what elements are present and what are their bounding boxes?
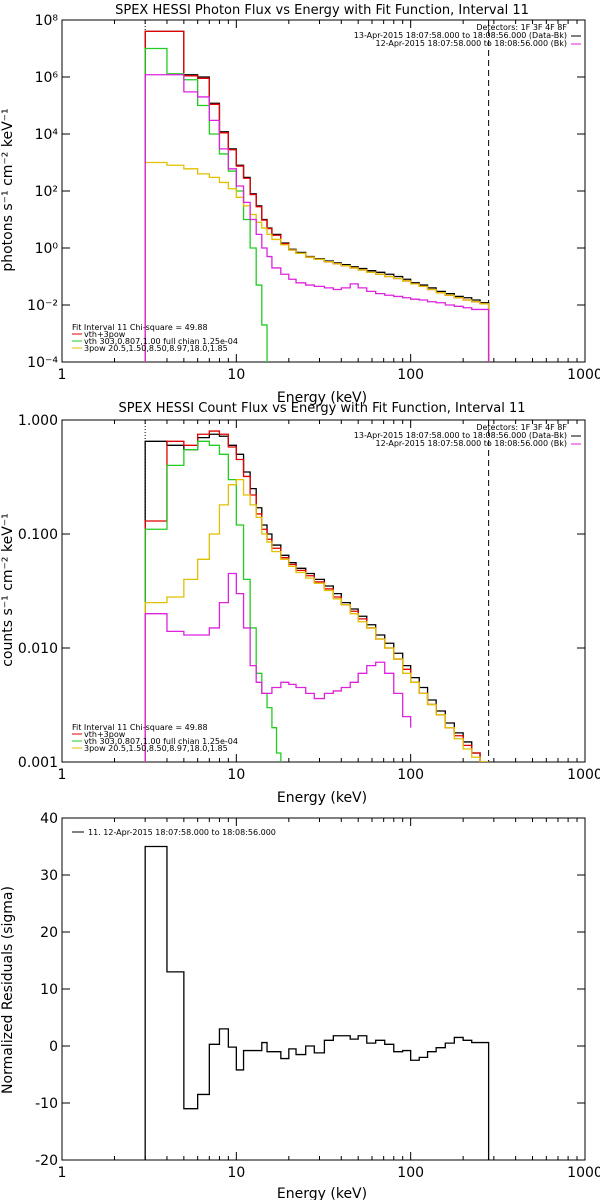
panel-photon-flux-xlabel: Energy (keV): [277, 390, 367, 406]
legend-topright-entry: 12-Apr-2015 18:07:58.000 to 18:08:56.000…: [375, 439, 567, 448]
x-tick-label: 1000: [567, 1165, 600, 1181]
x-tick-label: 1000: [567, 767, 600, 783]
plot-frame: [61, 419, 586, 763]
y-tick-label: 10⁴: [35, 127, 59, 143]
y-tick-label: 30: [40, 868, 58, 884]
series-yellow: [144, 161, 490, 362]
y-tick-label: 0.010: [18, 641, 58, 657]
legend-topright-entry: Detectors: 1F 3F 4F 8F: [476, 23, 567, 32]
series-black: [144, 30, 490, 362]
y-tick-label: 0: [49, 1039, 58, 1055]
panel-photon-flux: SPEX HESSI Photon Flux vs Energy with Fi…: [0, 3, 600, 406]
legend-bottomleft-entry: Fit Interval 11 Chi-square = 49.88: [72, 323, 208, 332]
legend-bottomleft-entry: vth 303,0.807,1.00 full chian 1.25e-04: [84, 337, 238, 346]
legend-bottomleft-entry: 3pow 20.5,1.50,8.50,8.97,18.0,1.85: [84, 344, 228, 353]
legend-bottomleft-entry: vth+3pow: [84, 330, 126, 339]
series-green: [144, 47, 268, 362]
panel-count-flux-title: SPEX HESSI Count Flux vs Energy with Fit…: [118, 401, 525, 416]
legend-topleft-entry: 11. 12-Apr-2015 18:07:58.000 to 18:08:56…: [88, 828, 276, 837]
series-red: [144, 430, 489, 762]
y-tick-label: 10⁸: [35, 13, 59, 29]
legend-topright-entry: 12-Apr-2015 18:07:58.000 to 18:08:56.000…: [375, 39, 567, 48]
plot-frame: [61, 817, 586, 1161]
series-magenta: [144, 572, 412, 762]
series-black: [144, 433, 489, 762]
y-tick-label: 0.100: [18, 527, 58, 543]
x-tick-label: 10: [227, 367, 245, 383]
legend-topright-entry: 13-Apr-2015 18:07:58.000 to 18:08:56.000…: [354, 31, 567, 40]
legend-bottomleft-entry: vth 303,0.807,1.00 full chian 1.25e-04: [84, 737, 238, 746]
legend-topright-entry: Detectors: 1F 3F 4F 8F: [476, 423, 567, 432]
x-tick-label: 1: [58, 367, 67, 383]
y-tick-label: 0.001: [18, 755, 58, 771]
y-tick-label: -10: [35, 1096, 58, 1112]
x-tick-label: 1: [58, 767, 67, 783]
panel-residuals: Energy (keV) Normalized Residuals (sigma…: [0, 811, 600, 1200]
y-tick-label: 10²: [35, 184, 58, 200]
y-tick-label: 40: [40, 811, 58, 827]
y-tick-label: 10⁰: [35, 241, 59, 257]
x-tick-label: 10: [227, 767, 245, 783]
y-tick-label: 10⁻⁴: [27, 355, 58, 371]
y-tick-label: 20: [40, 925, 58, 941]
legend-bottomleft-entry: Fit Interval 11 Chi-square = 49.88: [72, 723, 208, 732]
x-tick-label: 100: [397, 767, 424, 783]
y-tick-label: 10⁶: [35, 70, 59, 86]
x-tick-label: 100: [397, 367, 424, 383]
panel-count-flux-xlabel: Energy (keV): [277, 790, 367, 806]
series-red: [144, 30, 490, 362]
y-tick-label: 10: [40, 982, 58, 998]
panel-count-flux: SPEX HESSI Count Flux vs Energy with Fit…: [0, 401, 600, 806]
x-tick-label: 1000: [567, 367, 600, 383]
x-tick-label: 10: [227, 1165, 245, 1181]
legend-bottomleft-entry: 3pow 20.5,1.50,8.50,8.97,18.0,1.85: [84, 744, 228, 753]
panel-photon-flux-ylabel: photons s⁻¹ cm⁻² keV⁻¹: [0, 108, 16, 271]
x-tick-label: 100: [397, 1165, 424, 1181]
legend-topright-entry: 13-Apr-2015 18:07:58.000 to 18:08:56.000…: [354, 431, 567, 440]
panel-photon-flux-title: SPEX HESSI Photon Flux vs Energy with Fi…: [115, 3, 529, 18]
x-tick-label: 1: [58, 1165, 67, 1181]
y-tick-label: 10⁻²: [27, 298, 58, 314]
panel-residuals-xlabel: Energy (keV): [277, 1186, 367, 1200]
panel-count-flux-ylabel: counts s⁻¹ cm⁻² keV⁻¹: [0, 513, 16, 667]
series-yellow: [144, 478, 489, 762]
panel-residuals-ylabel: Normalized Residuals (sigma): [0, 886, 16, 1094]
y-tick-label: -20: [35, 1153, 58, 1169]
series-magenta: [144, 74, 490, 362]
y-tick-label: 1.000: [18, 413, 58, 429]
legend-bottomleft-entry: vth+3pow: [84, 730, 126, 739]
series-black: [144, 845, 490, 1160]
plot-frame: [61, 19, 586, 363]
series-green: [144, 440, 282, 762]
